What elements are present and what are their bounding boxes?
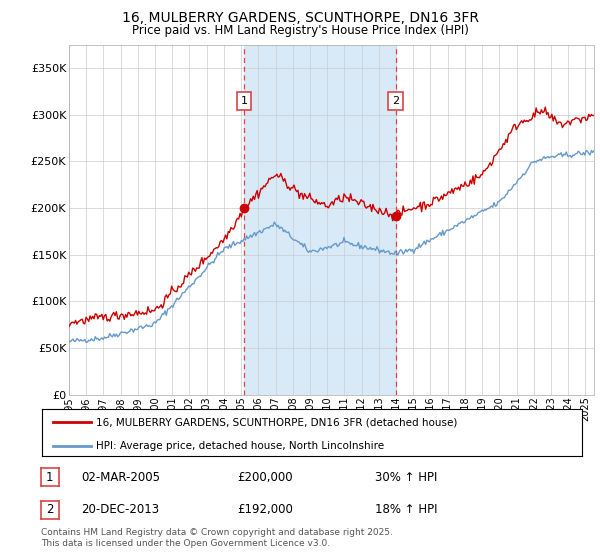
Text: 1: 1 bbox=[46, 470, 53, 484]
Text: 2: 2 bbox=[46, 503, 53, 516]
Text: £200,000: £200,000 bbox=[237, 470, 293, 484]
Bar bbox=[244, 45, 395, 395]
Text: 20-DEC-2013: 20-DEC-2013 bbox=[81, 503, 159, 516]
Text: HPI: Average price, detached house, North Lincolnshire: HPI: Average price, detached house, Nort… bbox=[96, 441, 384, 451]
Text: Price paid vs. HM Land Registry's House Price Index (HPI): Price paid vs. HM Land Registry's House … bbox=[131, 24, 469, 36]
Text: 30% ↑ HPI: 30% ↑ HPI bbox=[375, 470, 437, 484]
Text: 16, MULBERRY GARDENS, SCUNTHORPE, DN16 3FR: 16, MULBERRY GARDENS, SCUNTHORPE, DN16 3… bbox=[121, 11, 479, 25]
Text: 16, MULBERRY GARDENS, SCUNTHORPE, DN16 3FR (detached house): 16, MULBERRY GARDENS, SCUNTHORPE, DN16 3… bbox=[96, 417, 457, 427]
Text: Contains HM Land Registry data © Crown copyright and database right 2025.
This d: Contains HM Land Registry data © Crown c… bbox=[41, 528, 392, 548]
Text: 02-MAR-2005: 02-MAR-2005 bbox=[81, 470, 160, 484]
Text: 1: 1 bbox=[241, 96, 248, 106]
Text: £192,000: £192,000 bbox=[237, 503, 293, 516]
Text: 2: 2 bbox=[392, 96, 399, 106]
Text: 18% ↑ HPI: 18% ↑ HPI bbox=[375, 503, 437, 516]
